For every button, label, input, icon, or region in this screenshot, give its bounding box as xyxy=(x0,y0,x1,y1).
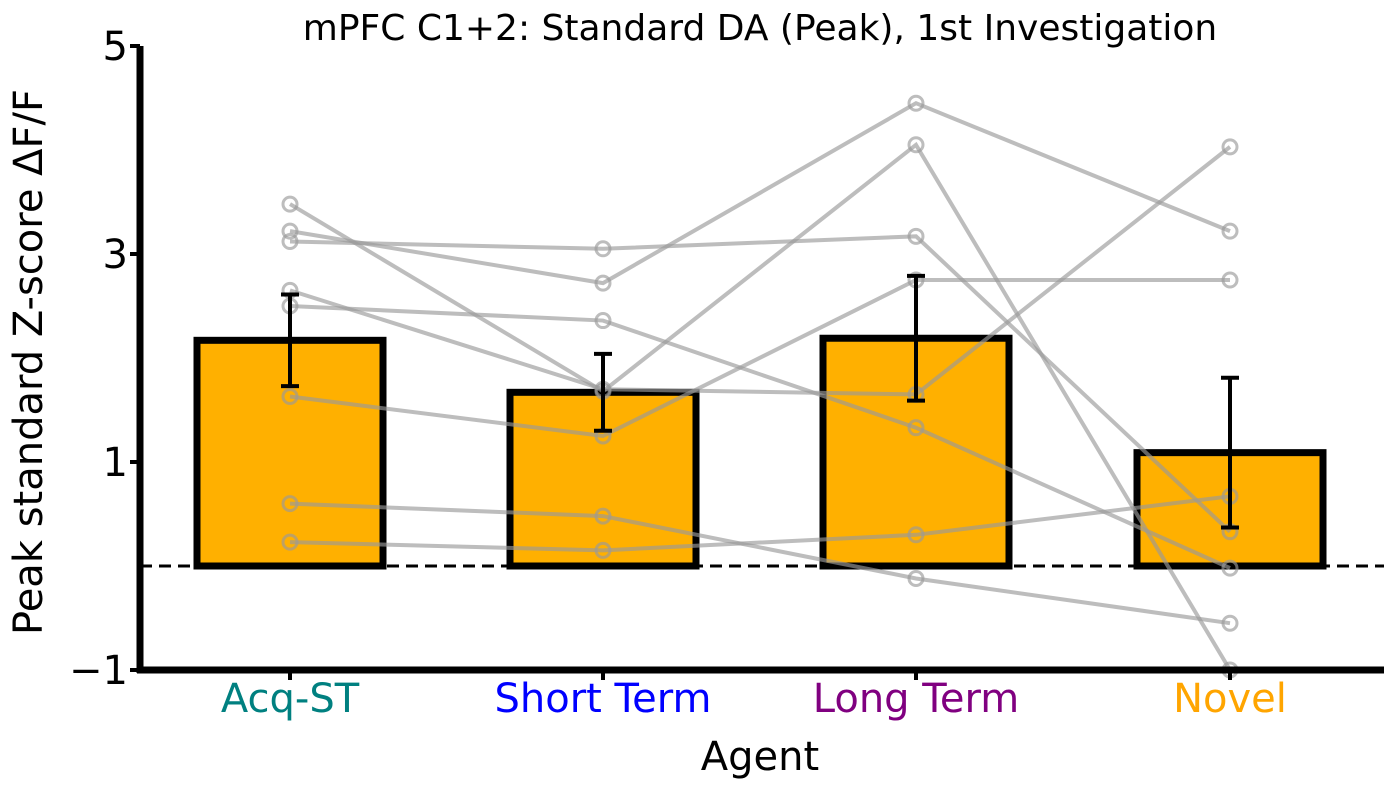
x-tick-label-novel: Novel xyxy=(1173,676,1287,722)
chart-title: mPFC C1+2: Standard DA (Peak), 1st Inves… xyxy=(303,8,1217,49)
y-tick-label: −1 xyxy=(69,648,128,694)
subject-point xyxy=(1221,222,1239,240)
subject-point xyxy=(907,419,925,437)
subject-line-3 xyxy=(289,234,1232,534)
subject-point xyxy=(594,507,612,525)
subject-line-2 xyxy=(289,100,1231,286)
y-tick-label: 5 xyxy=(103,24,128,70)
subject-point xyxy=(281,387,299,405)
subject-point xyxy=(281,533,299,551)
subject-point xyxy=(907,94,925,112)
subject-point xyxy=(1221,559,1239,577)
subject-line-8 xyxy=(289,494,1231,553)
subject-point xyxy=(594,240,612,258)
subject-point xyxy=(281,495,299,513)
y-tick-label: 3 xyxy=(103,232,128,278)
subject-point xyxy=(281,222,299,240)
subject-point xyxy=(1221,271,1239,289)
axes-layer: 5 3 1 −1 Acq-ST Short Term Long Term Novel xyxy=(69,24,1384,722)
subject-point xyxy=(907,227,925,245)
x-tick-label-acq-st: Acq-ST xyxy=(221,676,360,722)
subject-point xyxy=(594,541,612,559)
x-axis-label: Agent xyxy=(701,734,819,780)
subject-line-5 xyxy=(289,304,1231,570)
subject-line-7 xyxy=(289,501,1231,626)
error-bars-layer xyxy=(281,273,1239,530)
error-bar-short-term xyxy=(594,351,612,433)
subject-point xyxy=(594,274,612,292)
x-tick-label-short-term: Short Term xyxy=(494,676,711,722)
subject-point xyxy=(281,233,299,251)
x-tick-label-long-term: Long Term xyxy=(813,676,1019,722)
error-bar-acq-st xyxy=(281,292,299,389)
subject-point xyxy=(907,136,925,154)
error-bar-long-term xyxy=(907,273,925,403)
subject-point xyxy=(1221,138,1239,156)
subject-point xyxy=(907,569,925,587)
y-axis-label: Peak standard Z-score ΔF/F xyxy=(6,89,52,635)
subject-line-1 xyxy=(288,141,1232,672)
error-bar-novel xyxy=(1221,375,1239,530)
subject-point xyxy=(1221,614,1239,632)
subject-lines-layer xyxy=(281,94,1239,679)
subject-line-4 xyxy=(289,145,1232,397)
subject-point xyxy=(907,526,925,544)
subject-point xyxy=(594,312,612,330)
subject-point xyxy=(281,195,299,213)
y-tick-label: 1 xyxy=(103,440,128,486)
subject-line-6 xyxy=(289,278,1230,439)
